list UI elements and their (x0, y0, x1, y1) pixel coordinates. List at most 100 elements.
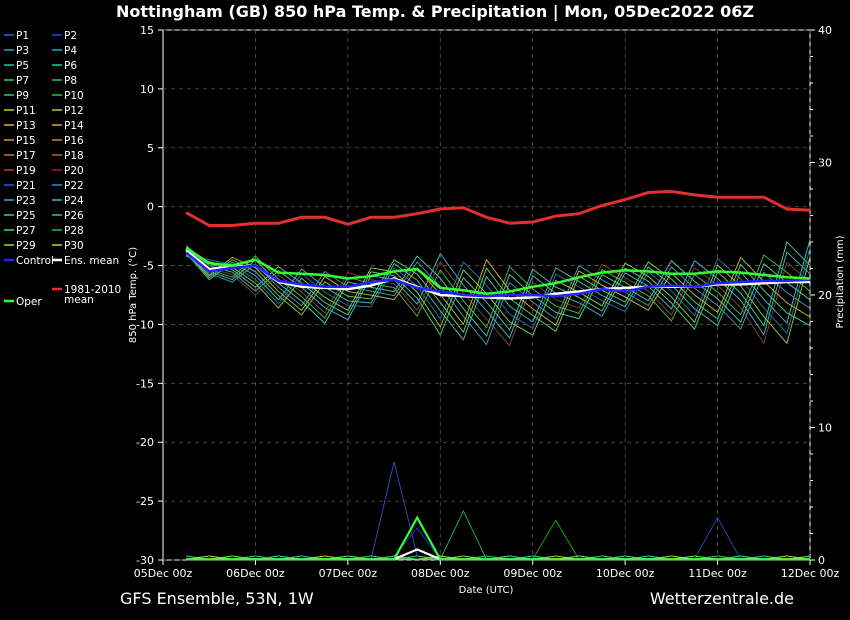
legend-item: P16 (52, 135, 84, 147)
legend-label: P25 (16, 210, 36, 222)
y2-tick-label: 0 (818, 554, 825, 567)
footer-model: GFS Ensemble, 53N, 1W (120, 589, 314, 608)
y-tick-label: 15 (140, 24, 154, 37)
legend-label: P30 (64, 240, 84, 252)
legend-label: P10 (64, 90, 84, 102)
legend-label: P24 (64, 195, 84, 207)
x-tick-label: 08Dec 00z (411, 567, 470, 580)
legend-item: P22 (52, 180, 84, 192)
precip-line-p2 (186, 527, 810, 560)
legend-label: P12 (64, 105, 84, 117)
legend-label: P26 (64, 210, 84, 222)
legend-label: P11 (16, 105, 36, 117)
legend-item: P23 (4, 195, 36, 207)
legend-label: P19 (16, 165, 36, 177)
y-tick-label: -15 (136, 377, 154, 390)
legend-label: P27 (16, 225, 36, 237)
member-line-p25 (185, 248, 811, 337)
legend-item: P28 (52, 225, 84, 237)
legend-item: P12 (52, 105, 84, 117)
y-tick-label: -20 (136, 436, 154, 449)
plot-area: 15 10 5 0 -5 -10 -15 -20 -25 -30 40 30 20 10 0 05Dec 00… (134, 24, 840, 580)
series-line-oper (185, 246, 811, 296)
precip-line-oper (186, 515, 810, 561)
legend-label: P28 (64, 225, 84, 237)
legend-label: P17 (16, 150, 36, 162)
x-tick-label: 09Dec 00z (503, 567, 562, 580)
legend-label: P21 (16, 180, 36, 192)
precip-line-p27 (186, 510, 810, 560)
x-tick-label: 12Dec 00z (781, 567, 840, 580)
series-line-climate (185, 189, 811, 227)
member-line-p21 (186, 248, 811, 335)
legend-item: P9 (4, 90, 29, 102)
y-tick-label: -10 (136, 318, 154, 331)
legend-label: Ens. mean (64, 255, 119, 267)
legend-item: P19 (4, 165, 36, 177)
y-axis-label: 850 hPa Temp. (°C) (128, 247, 139, 343)
legend-item: Oper (4, 296, 42, 308)
legend-item: P14 (52, 120, 84, 132)
legend-label: P1 (16, 30, 29, 42)
legend-item: P21 (4, 180, 36, 192)
legend-item: P29 (4, 240, 36, 252)
member-line-p29 (185, 254, 811, 345)
y-tick-label: -5 (143, 260, 154, 273)
legend-label-line2: mean (64, 294, 94, 306)
legend-label: P7 (16, 75, 29, 87)
x-tick-label: 06Dec 00z (226, 567, 285, 580)
legend-label: P20 (64, 165, 84, 177)
x-tick-label: 11Dec 00z (688, 567, 747, 580)
legend-label: Control (16, 255, 54, 267)
chart-legend: P1 P2 P3 P4 P5 P6 P7 P8 P9 P10 P11 P12 P13 P14 P15 P16 P… (4, 30, 121, 308)
member-line-p24 (185, 239, 811, 341)
y2-axis-label: Precipitation (mm) (835, 235, 846, 328)
legend-label: P18 (64, 150, 84, 162)
legend-item: P18 (52, 150, 84, 162)
legend-label: P5 (16, 60, 29, 72)
y-tick-label: 10 (140, 83, 154, 96)
legend-label: P16 (64, 135, 84, 147)
legend-label: P8 (64, 75, 77, 87)
legend-label: P6 (64, 60, 77, 72)
legend-item: P17 (4, 150, 36, 162)
legend-item: P5 (4, 60, 29, 72)
y2-tick-label: 30 (818, 157, 832, 170)
x-tick-label: 10Dec 00z (596, 567, 655, 580)
legend-item: P2 (52, 30, 77, 42)
y-tick-label: 5 (147, 142, 154, 155)
precip-line-p1 (186, 461, 810, 560)
legend-label: P13 (16, 120, 36, 132)
legend-item: P27 (4, 225, 36, 237)
legend-item: P11 (4, 105, 36, 117)
member-line-p26 (185, 241, 811, 336)
legend-item: P15 (4, 135, 36, 147)
legend-item: P10 (52, 90, 84, 102)
legend-label: P23 (16, 195, 36, 207)
legend-item: P3 (4, 45, 29, 57)
y-tick-label: -25 (136, 495, 154, 508)
legend-item: Ens. mean (52, 255, 119, 267)
y-tick-label: 0 (147, 201, 154, 214)
legend-label-line1: 1981-2010 (64, 284, 121, 296)
legend-label: P9 (16, 90, 29, 102)
x-axis-label: Date (UTC) (459, 585, 514, 596)
legend-item: P8 (52, 75, 77, 87)
legend-label: P22 (64, 180, 84, 192)
legend-label: P29 (16, 240, 36, 252)
precip-line-p10 (186, 519, 811, 560)
x-tick-label: 05Dec 00z (134, 567, 193, 580)
y-tick-label: -30 (136, 554, 154, 567)
legend-label: P14 (64, 120, 84, 132)
x-tick-label: 07Dec 00z (319, 567, 378, 580)
legend-item: P24 (52, 195, 84, 207)
legend-label: P4 (64, 45, 77, 57)
legend-item: P25 (4, 210, 36, 222)
legend-item: P6 (52, 60, 77, 72)
member-line-p30 (185, 250, 811, 326)
precip-line-p21 (186, 516, 810, 560)
footer-source: Wetterzentrale.de (650, 589, 794, 608)
legend-label: P15 (16, 135, 36, 147)
